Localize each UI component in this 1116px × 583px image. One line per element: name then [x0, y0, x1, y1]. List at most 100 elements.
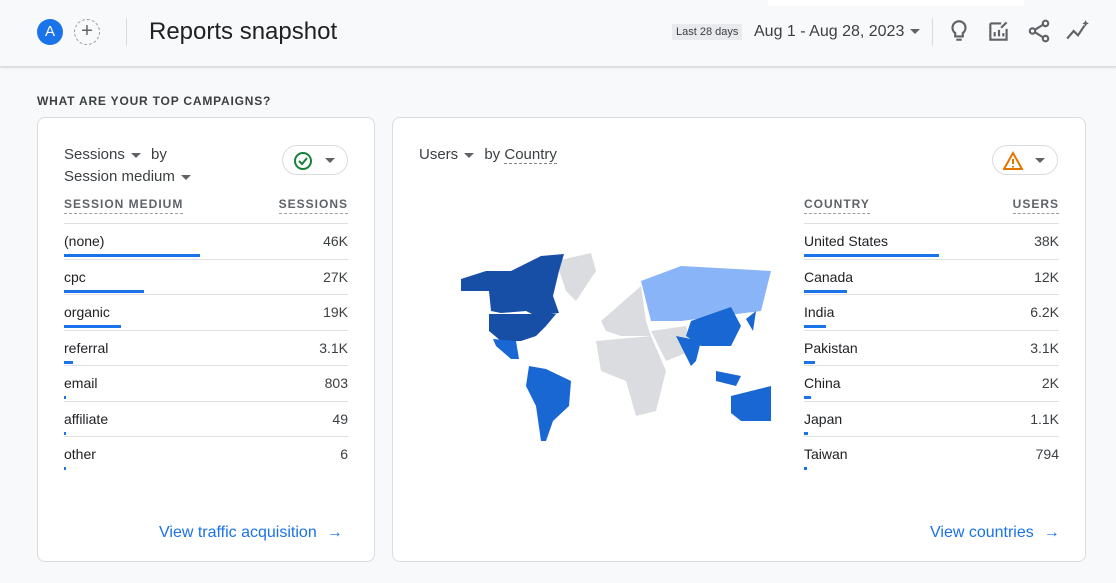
arrow-right-icon: →	[1043, 524, 1060, 541]
row-label: India	[804, 304, 835, 320]
column-header-dimension[interactable]: COUNTRY	[804, 197, 870, 214]
arrow-right-icon: →	[326, 524, 343, 541]
row-label: Pakistan	[804, 339, 858, 356]
insights-icon[interactable]	[1065, 18, 1091, 44]
divider	[932, 18, 933, 46]
row-label: China	[804, 375, 841, 391]
add-comparison-button[interactable]: +	[74, 19, 100, 45]
column-header-dimension[interactable]: SESSION MEDIUM	[64, 197, 184, 214]
table-row[interactable]: referral 3.1K	[64, 329, 348, 366]
divider	[126, 18, 127, 46]
status-dropdown[interactable]	[992, 145, 1058, 175]
row-value: 49	[332, 410, 348, 427]
warning-icon	[1003, 151, 1023, 170]
date-range-text: Aug 1 - Aug 28, 2023	[754, 23, 905, 40]
table-row[interactable]: organic 19K	[64, 294, 348, 330]
chevron-down-icon	[910, 29, 921, 35]
edit-report-icon[interactable]	[986, 18, 1012, 44]
status-dropdown[interactable]	[282, 145, 348, 175]
table-row[interactable]: affiliate 49	[64, 400, 348, 437]
metric-selector[interactable]: Sessions	[64, 146, 141, 163]
map-greenland	[556, 253, 596, 301]
date-range-chip: Last 28 days	[672, 24, 743, 40]
card-title: Sessions by Session medium	[64, 144, 191, 188]
plus-icon: +	[81, 20, 93, 42]
row-bar	[64, 360, 74, 364]
map-southeast-asia	[716, 371, 741, 386]
page-title: Reports snapshot	[149, 18, 338, 45]
map-japan	[746, 311, 756, 331]
column-header-metric[interactable]: USERS	[1012, 197, 1059, 214]
table-row[interactable]: cpc 27K	[64, 258, 348, 295]
table-row[interactable]: Japan 1.1K	[804, 400, 1059, 437]
table-row[interactable]: Pakistan 3.1K	[804, 329, 1059, 366]
section-title: WHAT ARE YOUR TOP CAMPAIGNS?	[37, 94, 272, 108]
column-header-metric[interactable]: SESSIONS	[278, 197, 348, 214]
map-canada	[461, 254, 564, 316]
row-value: 794	[1035, 446, 1059, 462]
table-row[interactable]: other 6	[64, 436, 348, 472]
row-bar	[64, 396, 67, 399]
map-china	[686, 307, 741, 346]
row-value: 6	[340, 446, 348, 462]
row-value: 3.1K	[319, 339, 348, 356]
map-europe	[601, 286, 651, 336]
row-value: 12K	[1034, 268, 1059, 285]
row-bar	[804, 467, 807, 470]
table-row[interactable]: India 6.2K	[804, 294, 1059, 330]
row-bar	[64, 325, 121, 328]
row-value: 1.1K	[1030, 410, 1059, 427]
row-bar	[64, 431, 66, 435]
row-label: organic	[64, 304, 110, 320]
share-icon[interactable]	[1026, 18, 1052, 44]
header-strip	[768, 0, 1024, 6]
table-row[interactable]: China 2K	[804, 365, 1059, 401]
world-map[interactable]	[441, 241, 786, 451]
table-row[interactable]: Canada 12K	[804, 258, 1059, 295]
map-mexico	[493, 339, 519, 359]
lightbulb-icon[interactable]	[946, 18, 972, 44]
row-bar	[804, 360, 815, 364]
card-title: Users by Country	[419, 144, 557, 166]
row-label: email	[64, 375, 98, 391]
dimension-selector[interactable]: Session medium	[64, 168, 191, 185]
row-label: Japan	[804, 410, 843, 427]
avatar[interactable]: A	[37, 19, 63, 45]
row-bar	[64, 467, 66, 470]
table-row[interactable]: United States 38K	[804, 223, 1059, 259]
table-row[interactable]: email 803	[64, 365, 348, 401]
table-row[interactable]: Taiwan 794	[804, 436, 1059, 472]
map-russia	[641, 266, 771, 321]
row-bar	[804, 325, 827, 328]
row-bar	[804, 254, 940, 257]
dimension-selector[interactable]: Country	[504, 146, 557, 164]
map-united-states	[489, 314, 556, 341]
map-india	[676, 336, 701, 366]
view-traffic-acquisition-link[interactable]: View traffic acquisition →	[159, 524, 343, 541]
row-value: 3.1K	[1030, 339, 1059, 356]
view-countries-link[interactable]: View countries →	[930, 524, 1060, 541]
header: A + Reports snapshot Last 28 days Aug 1 …	[0, 0, 1116, 67]
users-by-country-card: Users by Country COUNTRY USERS United St…	[392, 117, 1086, 562]
row-bar	[64, 289, 144, 293]
row-bar	[804, 396, 812, 399]
sessions-card: Sessions by Session medium SESSION MEDIU…	[37, 117, 375, 562]
metric-selector[interactable]: Users	[419, 146, 475, 163]
map-middle-east	[651, 326, 691, 361]
map-south-america	[526, 366, 571, 441]
date-range-picker[interactable]: Aug 1 - Aug 28, 2023	[754, 23, 921, 41]
map-africa	[596, 336, 666, 416]
row-bar	[804, 289, 848, 293]
check-circle-icon	[294, 152, 312, 170]
chevron-down-icon	[1035, 158, 1045, 163]
row-value: 46K	[323, 233, 348, 249]
row-label: Taiwan	[804, 446, 848, 462]
row-label: affiliate	[64, 410, 109, 427]
chevron-down-icon	[325, 158, 335, 163]
row-label: other	[64, 446, 96, 462]
table-row[interactable]: (none) 46K	[64, 223, 348, 259]
row-label: (none)	[64, 233, 105, 249]
by-label: by	[484, 146, 501, 163]
row-value: 6.2K	[1030, 304, 1059, 320]
row-value: 2K	[1041, 375, 1059, 391]
